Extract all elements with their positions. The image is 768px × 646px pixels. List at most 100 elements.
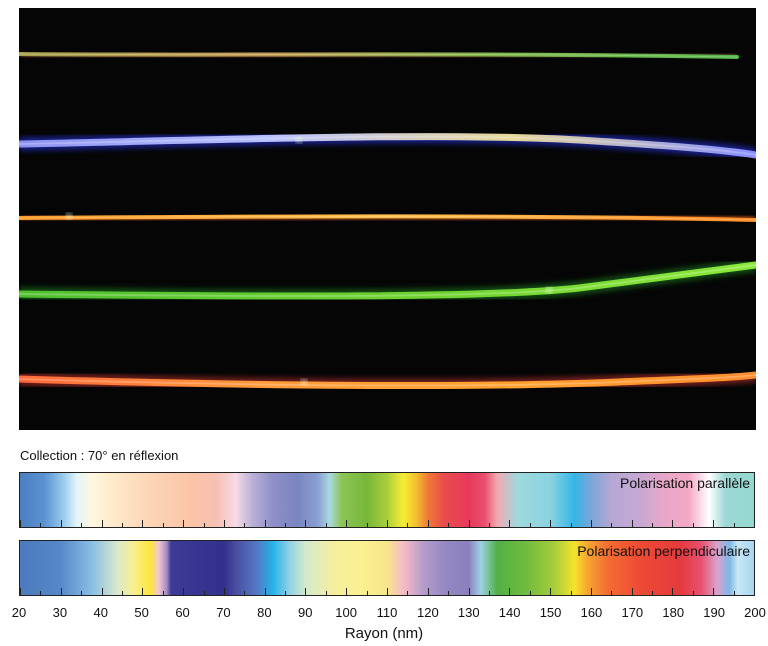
minor-tick: [652, 591, 654, 595]
x-tick-label: 170: [621, 605, 644, 620]
x-tick-label: 100: [335, 605, 357, 620]
minor-tick: [121, 523, 123, 527]
fiber-highlight: [19, 264, 756, 297]
minor-tick: [244, 523, 246, 527]
bar-title-parallel: Polarisation parallèle: [620, 475, 750, 491]
x-tick-label: 200: [744, 605, 766, 620]
x-tick-label: 180: [662, 605, 685, 620]
minor-tick: [529, 523, 531, 527]
major-tick: [101, 588, 103, 595]
major-tick: [264, 520, 266, 527]
x-axis-title: Rayon (nm): [344, 625, 424, 642]
major-tick: [142, 588, 144, 595]
minor-tick: [366, 591, 368, 595]
color-scale-perpendicular: Polarisation perpendiculaire: [19, 540, 755, 596]
major-tick: [305, 520, 307, 527]
x-tick-label: 50: [134, 605, 149, 620]
x-tick-label: 20: [11, 605, 27, 620]
major-tick: [754, 588, 755, 595]
nanowire-fiber: [19, 261, 756, 300]
bright-spot: [296, 137, 302, 143]
bar-title-perpendicular: Polarisation perpendiculaire: [577, 543, 750, 559]
major-tick: [142, 520, 144, 527]
minor-tick: [40, 591, 42, 595]
minor-tick: [611, 523, 613, 527]
ticks-parallel: [20, 519, 755, 527]
nanowire-fiber: [19, 52, 739, 59]
major-tick: [468, 520, 470, 527]
major-tick: [60, 588, 62, 595]
minor-tick: [244, 591, 246, 595]
major-tick: [550, 520, 552, 527]
x-tick-label: 110: [376, 605, 398, 620]
collection-caption: Collection : 70° en réflexion: [20, 448, 179, 463]
nanowire-fiber: [19, 214, 756, 222]
major-tick: [672, 520, 674, 527]
minor-tick: [81, 591, 83, 595]
major-tick: [20, 520, 21, 527]
major-tick: [713, 520, 715, 527]
major-tick: [223, 588, 225, 595]
major-tick: [468, 588, 470, 595]
major-tick: [20, 588, 21, 595]
minor-tick: [40, 523, 42, 527]
minor-tick: [488, 591, 490, 595]
bright-spot: [66, 213, 72, 219]
micrograph-image: [19, 49, 756, 393]
minor-tick: [121, 591, 123, 595]
x-tick-label: 90: [297, 605, 313, 620]
minor-tick: [448, 523, 450, 527]
minor-tick: [692, 591, 694, 595]
major-tick: [509, 520, 511, 527]
fiber-highlight: [19, 215, 756, 221]
x-tick-label: 150: [539, 605, 562, 620]
major-tick: [590, 520, 592, 527]
minor-tick: [81, 523, 83, 527]
minor-tick: [285, 591, 287, 595]
nanowire-fiber: [19, 133, 756, 159]
x-tick-label: 60: [175, 605, 190, 620]
x-tick-label: 140: [498, 605, 521, 620]
major-tick: [60, 520, 62, 527]
major-tick: [427, 520, 429, 527]
minor-tick: [162, 591, 164, 595]
x-axis-tick-labels: 20 30 40 50 60 70 80 90 100 110 120 130 140 150 160 170…: [12, 605, 766, 621]
minor-tick: [488, 523, 490, 527]
fiber-highlight: [19, 135, 756, 156]
minor-tick: [325, 591, 327, 595]
minor-tick: [366, 523, 368, 527]
minor-tick: [529, 591, 531, 595]
major-tick: [387, 520, 388, 527]
x-tick-label: 160: [580, 605, 603, 620]
x-tick-label: 120: [417, 605, 439, 620]
x-tick-label: 70: [216, 605, 231, 620]
minor-tick: [203, 591, 205, 595]
minor-tick: [407, 591, 409, 595]
major-tick: [672, 588, 674, 595]
minor-tick: [285, 523, 287, 527]
major-tick: [183, 520, 185, 527]
nanowire-fiber: [19, 371, 756, 390]
minor-tick: [570, 591, 572, 595]
minor-tick: [733, 523, 735, 527]
fiber-highlight: [19, 53, 738, 58]
major-tick: [305, 588, 307, 595]
minor-tick: [652, 523, 654, 527]
nanowire-micrograph: [19, 8, 756, 430]
x-tick-label: 30: [52, 605, 68, 620]
major-tick: [387, 588, 388, 595]
x-tick-label: 80: [257, 605, 272, 620]
major-tick: [427, 588, 429, 595]
major-tick: [223, 520, 225, 527]
major-tick: [631, 520, 633, 527]
bright-spot: [301, 379, 307, 385]
major-tick: [754, 520, 755, 527]
major-tick: [509, 588, 511, 595]
ticks-perpendicular: [20, 587, 755, 595]
major-tick: [346, 520, 348, 527]
minor-tick: [733, 591, 735, 595]
minor-tick: [611, 591, 613, 595]
x-tick-label: 190: [703, 605, 725, 620]
major-tick: [264, 588, 266, 595]
major-tick: [590, 588, 592, 595]
